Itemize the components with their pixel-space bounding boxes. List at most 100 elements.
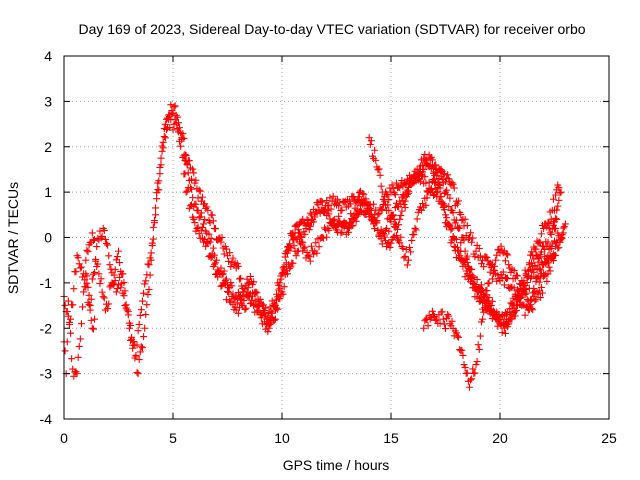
data-point: [372, 156, 380, 164]
data-point: [467, 229, 475, 237]
data-point: [469, 234, 477, 242]
data-point: [412, 226, 420, 234]
data-point: [149, 223, 157, 231]
data-point: [134, 370, 142, 378]
data-point: [427, 153, 435, 161]
data-point: [97, 234, 105, 242]
data-point: [467, 278, 475, 286]
data-point: [385, 227, 393, 235]
data-point: [79, 303, 87, 311]
data-point: [471, 369, 479, 377]
data-point: [331, 223, 339, 231]
data-point: [283, 270, 291, 278]
data-point: [217, 264, 225, 272]
data-point: [477, 281, 485, 289]
data-point: [213, 256, 221, 264]
data-point: [473, 276, 481, 284]
data-point: [547, 215, 555, 223]
data-point: [73, 370, 81, 378]
data-point: [183, 161, 191, 169]
data-point: [153, 195, 161, 203]
data-point: [222, 296, 230, 304]
data-point: [535, 254, 543, 262]
data-point: [294, 247, 302, 255]
data-point: [69, 301, 77, 309]
data-point: [445, 312, 453, 320]
data-point: [495, 311, 503, 319]
data-point: [522, 303, 530, 311]
data-point: [251, 289, 259, 297]
data-point: [347, 200, 355, 208]
data-point: [122, 301, 130, 309]
data-point: [113, 253, 121, 261]
data-point: [224, 288, 231, 296]
data-point: [426, 186, 434, 194]
data-point: [109, 281, 117, 289]
data-point: [469, 365, 477, 373]
data-point: [512, 306, 520, 314]
y-tick-label: 0: [44, 230, 52, 246]
data-point: [129, 344, 137, 352]
data-point: [98, 232, 106, 240]
data-point: [536, 266, 544, 274]
data-point: [371, 146, 379, 154]
chart-title: Day 169 of 2023, Sidereal Day-to-day VTE…: [78, 21, 585, 37]
data-point: [407, 248, 415, 256]
data-point: [505, 261, 513, 269]
data-point: [80, 288, 88, 296]
data-point: [280, 283, 288, 291]
data-point: [172, 119, 180, 127]
data-point: [133, 368, 141, 376]
data-point: [510, 312, 518, 320]
data-point: [118, 280, 126, 288]
data-point: [289, 259, 297, 267]
data-point: [159, 138, 167, 146]
data-point: [61, 347, 69, 355]
data-point: [104, 305, 112, 313]
data-point: [312, 208, 320, 216]
data-point: [351, 204, 359, 212]
data-point: [545, 220, 553, 228]
data-point: [87, 316, 95, 324]
data-point: [183, 187, 191, 195]
data-point: [113, 285, 121, 293]
data-point: [88, 275, 96, 283]
data-point: [410, 231, 418, 239]
data-point: [63, 307, 71, 315]
data-point: [455, 333, 463, 341]
data-point: [507, 283, 515, 291]
data-point: [449, 233, 457, 241]
data-point: [445, 175, 453, 183]
data-point: [537, 283, 545, 291]
data-point: [521, 311, 529, 319]
data-point: [463, 222, 471, 230]
x-axis-label: GPS time / hours: [283, 457, 390, 473]
data-point: [190, 215, 198, 223]
data-point: [292, 221, 300, 229]
data-point: [306, 209, 314, 217]
data-point: [557, 188, 565, 196]
data-point: [91, 236, 99, 244]
data-point: [193, 224, 201, 232]
data-point: [364, 201, 372, 209]
data-point: [483, 287, 491, 295]
data-point: [485, 293, 493, 301]
data-point: [82, 256, 90, 264]
data-point: [318, 198, 326, 206]
y-tick-label: 3: [44, 93, 52, 109]
data-point: [392, 232, 400, 240]
data-point: [136, 311, 144, 319]
data-point: [203, 203, 211, 211]
data-point: [143, 301, 151, 309]
data-point: [181, 156, 189, 164]
data-point: [363, 206, 371, 214]
data-point: [467, 376, 475, 384]
data-point: [440, 206, 448, 214]
data-point: [83, 272, 91, 280]
data-point: [148, 239, 156, 247]
data-point: [378, 188, 386, 196]
data-point: [240, 297, 248, 305]
data-point: [99, 293, 107, 301]
data-point: [76, 335, 84, 343]
data-point: [543, 223, 551, 231]
